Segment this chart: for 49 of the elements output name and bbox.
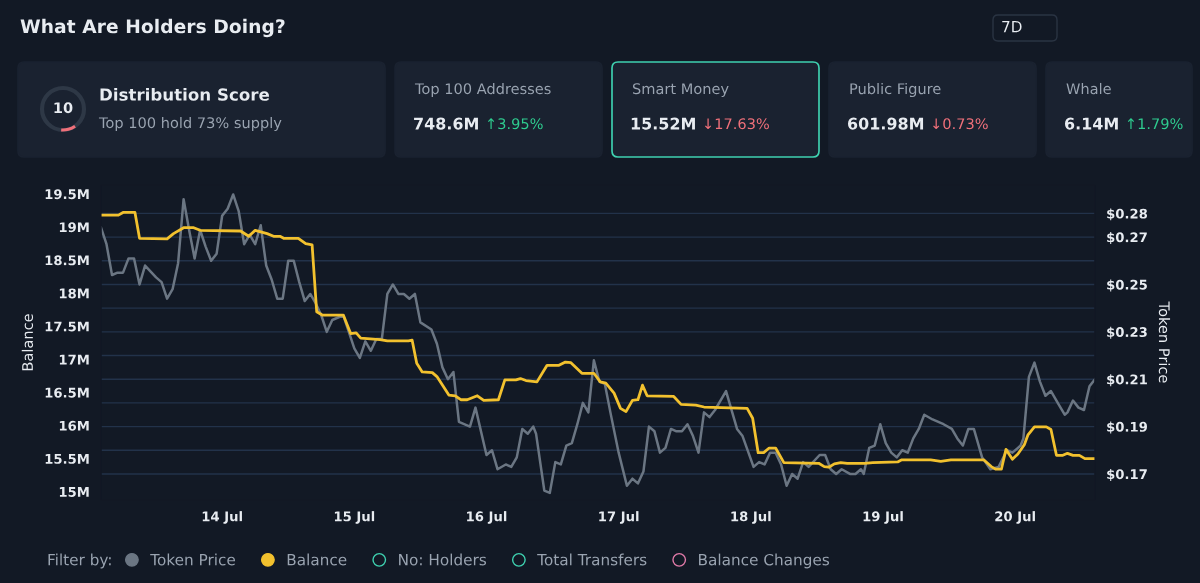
x-tick-label: 18 Jul — [731, 511, 771, 524]
x-tick-label: 20 Jul — [995, 511, 1035, 524]
y2-tick-label: $0.23 — [1107, 326, 1147, 339]
y2-tick-label: $0.17 — [1107, 468, 1147, 481]
y-tick-label: 18M — [59, 288, 89, 299]
text: ↓0.73% — [933, 118, 988, 130]
legend-title: Filter by: — [48, 553, 111, 569]
text: 748.6M — [414, 117, 478, 130]
y2-axis-title: Token Price — [1158, 301, 1171, 383]
text: ↓17.63% — [704, 118, 769, 130]
y2-tick-label: $0.28 — [1107, 208, 1148, 221]
y-tick-label: 19.5M — [45, 189, 89, 200]
x-tick-label: 16 Jul — [467, 511, 507, 524]
x-tick-label: 15 Jul — [334, 511, 375, 524]
text: Distribution Score — [100, 87, 270, 101]
text: Total Transfers — [537, 553, 647, 566]
y-tick-label: 17M — [59, 354, 89, 365]
y-tick-label: 15M — [59, 487, 89, 497]
x-tick-label: 19 Jul — [863, 511, 903, 524]
y2-tick-label: $0.19 — [1107, 421, 1147, 434]
y-axis-title: Balance — [21, 314, 34, 371]
text: What Are Holders Doing? — [20, 18, 285, 38]
text: Public Figure — [850, 82, 941, 98]
y2-tick-label: $0.27 — [1107, 232, 1147, 245]
text: Top 100 Addresses — [414, 82, 551, 98]
text: Whale — [1066, 82, 1111, 95]
text: 6.14M — [1064, 117, 1118, 130]
text: Balance Changes — [699, 553, 830, 569]
text: ↑3.95% — [487, 118, 543, 130]
text: Top 100 hold 73% supply — [98, 116, 282, 132]
text: 601.98M — [847, 117, 924, 130]
text: Smart Money — [632, 83, 729, 98]
y2-tick-label: $0.21 — [1107, 374, 1147, 387]
y-tick-label: 16.5M — [45, 387, 89, 398]
y-tick-label: 15.5M — [45, 454, 89, 464]
legend-label: Balance — [287, 553, 347, 566]
y-tick-label: 16M — [59, 420, 89, 431]
text: 10 — [54, 102, 73, 114]
x-tick-label: 17 Jul — [599, 511, 639, 524]
text: ↑1.79% — [1127, 118, 1183, 130]
y-tick-label: 19M — [59, 222, 89, 233]
y2-tick-label: $0.25 — [1107, 279, 1147, 292]
text: No: Holders — [399, 553, 487, 566]
legend-label: Token Price — [150, 553, 236, 566]
y-tick-label: 17.5M — [45, 321, 89, 332]
y-tick-label: 18.5M — [45, 255, 89, 266]
text: 7D — [1002, 21, 1022, 33]
x-tick-label: 14 Jul — [202, 511, 242, 524]
text: 15.52M — [631, 117, 695, 130]
